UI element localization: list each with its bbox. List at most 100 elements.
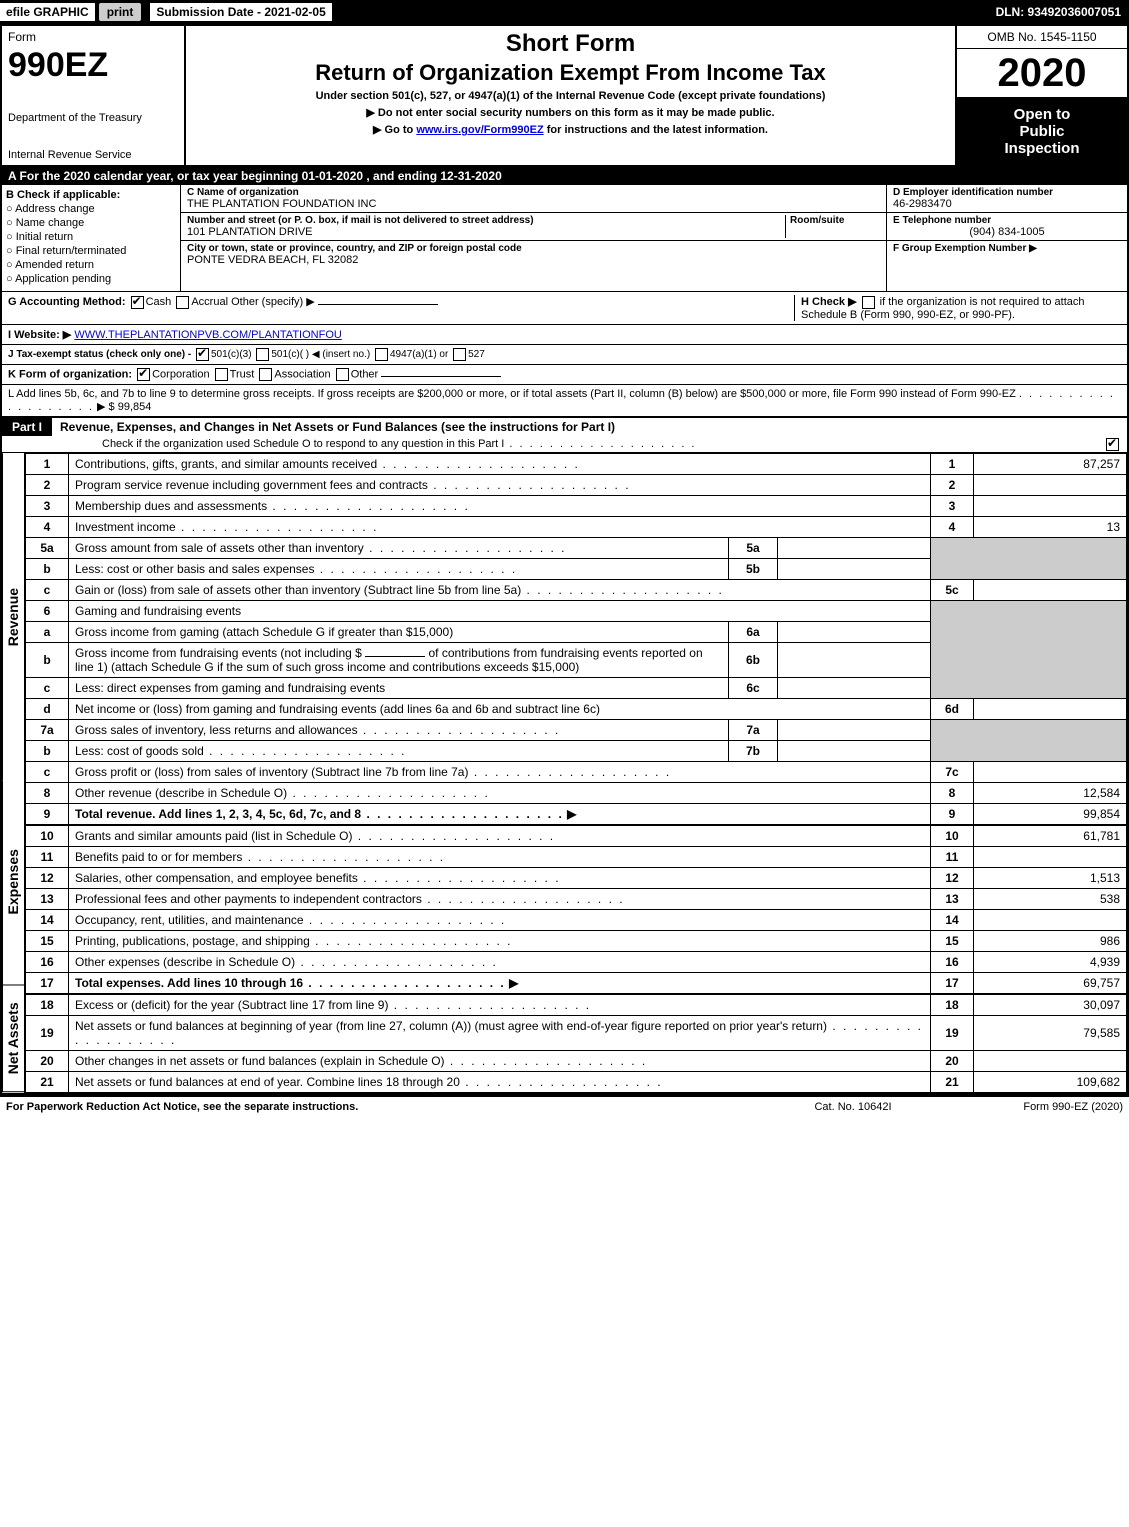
line-18-desc: Excess or (deficit) for the year (Subtra… (75, 998, 388, 1012)
chk-corporation[interactable] (137, 368, 150, 381)
subtitle-goto: ▶ Go to www.irs.gov/Form990EZ for instru… (192, 123, 949, 136)
chk-4947[interactable] (375, 348, 388, 361)
section-I: I Website: ▶ WWW.THEPLANTATIONPVB.COM/PL… (8, 328, 1121, 341)
line-5a-num: 5a (26, 537, 69, 558)
B-label: B Check if applicable: (6, 189, 176, 201)
other-org-input[interactable] (381, 376, 501, 377)
chk-application-pending[interactable]: Application pending (6, 273, 176, 285)
line-5c-amt (974, 579, 1127, 600)
header-center: Short Form Return of Organization Exempt… (186, 26, 955, 165)
line-9-amt: 99,854 (974, 803, 1127, 825)
chk-accrual[interactable] (176, 296, 189, 309)
irs-label: Internal Revenue Service (8, 149, 178, 161)
line-5b-box: 5b (729, 558, 778, 579)
chk-name-change[interactable]: Name change (6, 217, 176, 229)
line-2-box: 2 (931, 474, 974, 495)
line-7b-num: b (26, 740, 69, 761)
line-9-desc: Total revenue. Add lines 1, 2, 3, 4, 5c,… (75, 807, 361, 821)
line-6b-blank[interactable] (365, 656, 425, 657)
line-1-amt: 87,257 (974, 453, 1127, 474)
chk-address-change[interactable]: Address change (6, 203, 176, 215)
form-number: 990EZ (8, 48, 178, 82)
line-12-box: 12 (931, 867, 974, 888)
title-short-form: Short Form (192, 30, 949, 58)
line-6a-num: a (26, 621, 69, 642)
line-8-amt: 12,584 (974, 782, 1127, 803)
dln-label: DLN: 93492036007051 (988, 3, 1129, 21)
line-6c-num: c (26, 677, 69, 698)
I-label: I Website: ▶ (8, 329, 71, 341)
line-15-desc: Printing, publications, postage, and shi… (75, 934, 310, 948)
line-15-num: 15 (26, 930, 69, 951)
line-7c-num: c (26, 761, 69, 782)
line-3-box: 3 (931, 495, 974, 516)
other-specify-input[interactable] (318, 304, 438, 305)
part-1-title: Revenue, Expenses, and Changes in Net As… (52, 418, 1127, 436)
H-label: H Check ▶ (801, 296, 857, 308)
chk-cash[interactable] (131, 296, 144, 309)
line-9-num: 9 (26, 803, 69, 825)
line-12-num: 12 (26, 867, 69, 888)
chk-amended-return[interactable]: Amended return (6, 259, 176, 271)
irs-link[interactable]: www.irs.gov/Form990EZ (416, 124, 543, 136)
F-label: F Group Exemption Number ▶ (893, 243, 1121, 254)
goto-post: for instructions and the latest informat… (544, 124, 768, 136)
line-17-amt: 69,757 (974, 972, 1127, 994)
line-4-num: 4 (26, 516, 69, 537)
website-link[interactable]: WWW.THEPLANTATIONPVB.COM/PLANTATIONFOU (74, 329, 341, 341)
chk-association[interactable] (259, 368, 272, 381)
section-B: B Check if applicable: Address change Na… (2, 185, 181, 291)
other-label: Other (specify) ▶ (231, 296, 315, 308)
chk-schedule-b[interactable] (862, 296, 875, 309)
chk-other-org[interactable] (336, 368, 349, 381)
page-footer: For Paperwork Reduction Act Notice, see … (0, 1095, 1129, 1117)
ein-value: 46-2983470 (893, 198, 1121, 210)
line-7a-amt (778, 719, 931, 740)
line-7b-desc: Less: cost of goods sold (75, 744, 204, 758)
line-10-num: 10 (26, 825, 69, 847)
line-6c-desc: Less: direct expenses from gaming and fu… (75, 681, 385, 695)
line-18-amt: 30,097 (974, 994, 1127, 1016)
line-21-box: 21 (931, 1071, 974, 1092)
part-1-label: Part I (2, 418, 52, 436)
line-14-desc: Occupancy, rent, utilities, and maintena… (75, 913, 304, 927)
line-15-amt: 986 (974, 930, 1127, 951)
line-13-box: 13 (931, 888, 974, 909)
section-H: H Check ▶ if the organization is not req… (794, 295, 1121, 321)
org-address: 101 PLANTATION DRIVE (187, 226, 785, 238)
C-city-label: City or town, state or province, country… (187, 243, 880, 254)
line-8-num: 8 (26, 782, 69, 803)
k-opt1: Corporation (152, 368, 209, 380)
line-10-desc: Grants and similar amounts paid (list in… (75, 829, 352, 843)
section-J: J Tax-exempt status (check only one) - 5… (8, 348, 1121, 361)
line-6d-num: d (26, 698, 69, 719)
subtitle-ssn-warning: ▶ Do not enter social security numbers o… (192, 106, 949, 119)
line-1-desc: Contributions, gifts, grants, and simila… (75, 457, 377, 471)
line-13-desc: Professional fees and other payments to … (75, 892, 422, 906)
print-button[interactable]: print (99, 3, 142, 21)
line-20-num: 20 (26, 1050, 69, 1071)
vtab-expenses: Expenses (2, 780, 24, 985)
line-7b-box: 7b (729, 740, 778, 761)
lines-table: 1Contributions, gifts, grants, and simil… (25, 453, 1127, 1093)
line-6d-amt (974, 698, 1127, 719)
k-opt3: Association (274, 368, 330, 380)
line-16-num: 16 (26, 951, 69, 972)
line-13-amt: 538 (974, 888, 1127, 909)
line-10-box: 10 (931, 825, 974, 847)
line-6b-amt (778, 642, 931, 677)
header-left: Form 990EZ Department of the Treasury In… (2, 26, 186, 165)
chk-trust[interactable] (215, 368, 228, 381)
chk-schedule-o[interactable] (1106, 438, 1119, 451)
chk-501c[interactable] (256, 348, 269, 361)
section-K: K Form of organization: Corporation Trus… (8, 368, 1121, 381)
chk-final-return[interactable]: Final return/terminated (6, 245, 176, 257)
chk-527[interactable] (453, 348, 466, 361)
line-3-amt (974, 495, 1127, 516)
line-2-num: 2 (26, 474, 69, 495)
L-text: L Add lines 5b, 6c, and 7b to line 9 to … (8, 388, 1016, 400)
chk-initial-return[interactable]: Initial return (6, 231, 176, 243)
chk-501c3[interactable] (196, 348, 209, 361)
line-5a-box: 5a (729, 537, 778, 558)
open-line3: Inspection (961, 140, 1123, 157)
